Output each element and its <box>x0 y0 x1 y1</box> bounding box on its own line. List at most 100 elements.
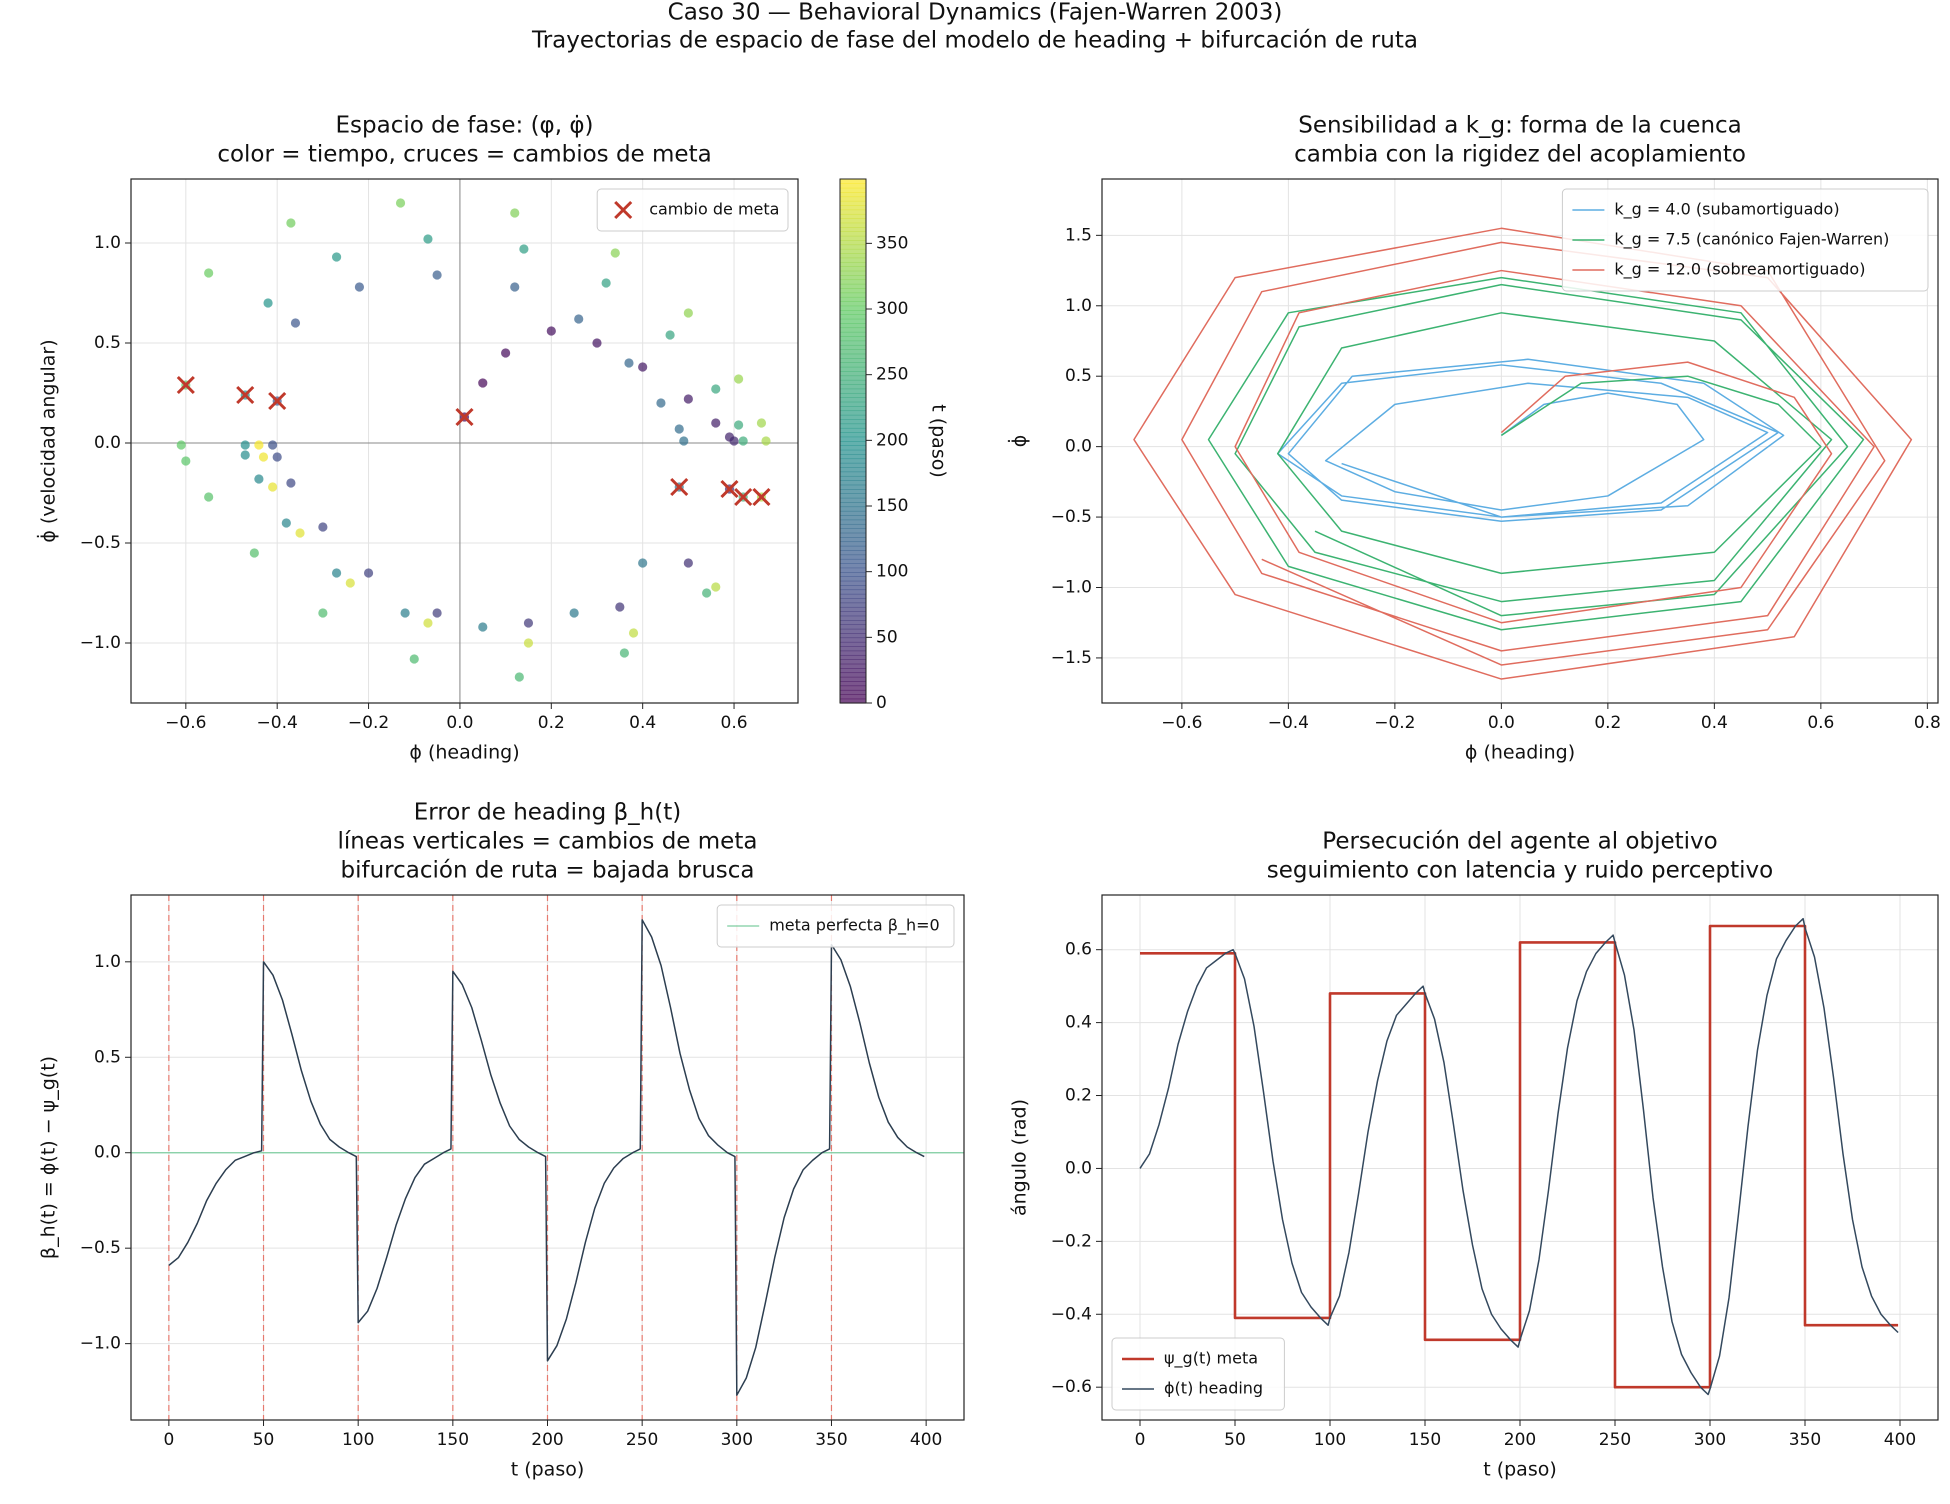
colorbar-tick-label: 300 <box>876 299 908 319</box>
colorbar-band <box>840 515 866 521</box>
scatter-point <box>204 492 214 502</box>
series-line <box>168 919 925 1396</box>
colorbar-band <box>840 419 866 425</box>
colorbar-band <box>840 414 866 420</box>
subplot-title: seguimiento con latencia y ruido percept… <box>1267 858 1773 884</box>
scatter-point <box>249 548 259 558</box>
x-tick-label: −0.2 <box>1374 713 1415 733</box>
axes-frame <box>1101 178 1939 704</box>
colorbar-band <box>840 379 866 385</box>
colorbar-band <box>840 659 866 665</box>
x-tick-label: 50 <box>253 1430 275 1450</box>
scatter-point <box>656 398 666 408</box>
y-tick-label: 0.2 <box>1065 1086 1092 1106</box>
colorbar-band <box>840 340 866 346</box>
cross-marker <box>670 477 689 497</box>
colorbar-band <box>840 532 866 538</box>
colorbar-band <box>840 227 866 232</box>
x-tick-label: −0.4 <box>257 713 298 733</box>
cross-marker <box>734 487 753 507</box>
scatter-point <box>345 578 355 588</box>
x-tick-label: 350 <box>1789 1430 1821 1450</box>
x-tick-label: 250 <box>626 1430 658 1450</box>
colorbar-band <box>840 344 866 350</box>
colorbar-band <box>840 301 866 307</box>
x-axis-label: t (paso) <box>1483 1459 1557 1481</box>
y-tick-label: −0.5 <box>80 533 121 553</box>
y-tick-label: 1.5 <box>1065 225 1092 245</box>
subplot-title: Persecución del agente al objetivo <box>1322 829 1717 855</box>
colorbar-band <box>840 353 866 359</box>
colorbar-band <box>840 248 866 254</box>
y-tick-label: 0.5 <box>1065 366 1092 386</box>
scatter-point <box>674 424 684 434</box>
x-tick-label: 0.6 <box>721 713 748 733</box>
scatter-point <box>546 326 556 336</box>
x-axis-label: ϕ (heading) <box>1465 742 1575 764</box>
colorbar-band <box>840 292 866 298</box>
series-line <box>1276 358 1785 523</box>
colorbar-band <box>840 650 866 656</box>
colorbar-band <box>840 366 866 372</box>
scatter-point <box>592 338 602 348</box>
colorbar-band <box>840 327 866 333</box>
colorbar-band <box>840 668 866 674</box>
colorbar-band <box>840 602 866 608</box>
scatter-point <box>395 198 406 208</box>
colorbar-band <box>840 694 866 700</box>
subplot-title: Espacio de fase: (φ, φ̇) <box>336 113 594 139</box>
colorbar-band <box>840 406 866 412</box>
colorbar-tick-label: 250 <box>876 365 908 385</box>
scatter-point <box>268 482 278 492</box>
series-line <box>1133 227 1913 680</box>
y-tick-label: −1.0 <box>1051 577 1092 597</box>
y-tick-label: 1.0 <box>94 233 121 253</box>
colorbar-band <box>840 183 866 189</box>
y-tick-label: −0.5 <box>1051 507 1092 527</box>
scatter-point <box>432 270 442 280</box>
colorbar-band <box>840 283 866 289</box>
y-tick-label: −1.0 <box>80 633 121 653</box>
colorbar-band <box>840 401 866 407</box>
cross-marker <box>720 479 739 499</box>
colorbar-tick-label: 0 <box>876 693 887 713</box>
colorbar-band <box>840 288 866 294</box>
colorbar-band <box>840 554 866 560</box>
scatter-point <box>286 218 296 228</box>
legend-label: cambio de meta <box>649 200 779 219</box>
colorbar-band <box>840 593 866 599</box>
colorbar-band <box>840 279 866 285</box>
colorbar-band <box>840 270 866 276</box>
legend: meta perfecta β_h=0 <box>716 904 955 948</box>
colorbar-band <box>840 445 866 451</box>
colorbar-band <box>840 318 866 324</box>
x-tick-label: −0.6 <box>1161 713 1202 733</box>
scatter-point <box>286 478 296 488</box>
scatter-point <box>240 450 250 460</box>
axes-frame <box>1101 894 1939 1421</box>
y-axis-label: ϕ̇ <box>1006 435 1030 448</box>
x-tick-label: 400 <box>910 1430 942 1450</box>
colorbar-band <box>840 576 866 582</box>
x-tick-label: 0 <box>1135 1430 1146 1450</box>
scatter-point <box>624 358 634 368</box>
cross-marker <box>455 407 474 427</box>
colorbar-band <box>840 689 866 695</box>
x-tick-label: 0.2 <box>538 713 565 733</box>
colorbar-band <box>840 222 866 228</box>
colorbar-band <box>840 606 866 612</box>
colorbar-band <box>840 323 866 329</box>
y-tick-label: 0.0 <box>1065 437 1092 457</box>
scatter-point <box>510 208 520 218</box>
axes-frame <box>130 178 799 704</box>
colorbar-tick-label: 200 <box>876 430 908 450</box>
y-axis-label: β_h(t) = ϕ(t) − ψ_g(t) <box>38 1056 60 1259</box>
colorbar-band <box>840 200 866 206</box>
colorbar-band <box>840 502 866 508</box>
legend: ψ_g(t) meta ϕ(t) heading <box>1111 1337 1285 1411</box>
scatter-point <box>423 234 433 244</box>
colorbar-band <box>840 685 866 691</box>
colorbar-band <box>840 580 866 586</box>
x-axis-label: ϕ (heading) <box>409 742 519 764</box>
